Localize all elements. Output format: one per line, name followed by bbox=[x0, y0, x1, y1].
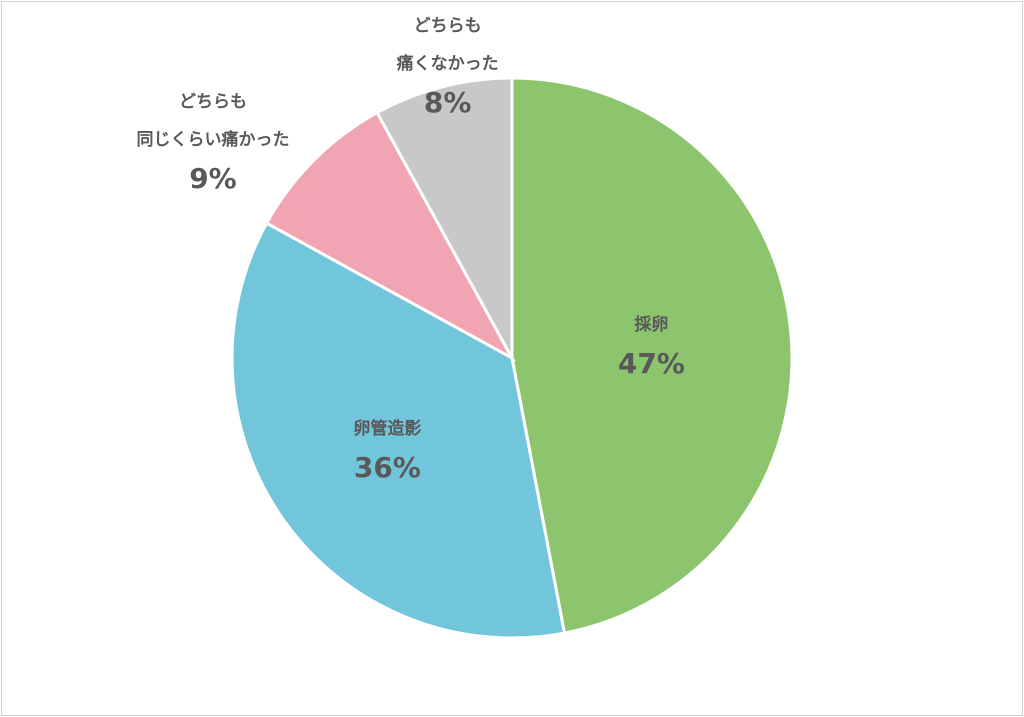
value-label: 9% bbox=[189, 161, 237, 195]
category-label: どちらも 同じくらい痛かった bbox=[136, 91, 290, 150]
category-label: 採卵 bbox=[634, 314, 669, 335]
slice-label: 卵管造影 36% bbox=[353, 410, 421, 488]
slice-label: どちらも 痛くなかった 8% bbox=[397, 7, 499, 123]
value-label: 36% bbox=[353, 450, 421, 484]
category-label: 卵管造影 bbox=[353, 418, 422, 439]
pie-slice bbox=[264, 110, 516, 362]
pie-slice bbox=[510, 76, 794, 635]
pie-slice bbox=[230, 221, 567, 640]
pie-slice bbox=[375, 76, 514, 359]
slice-label: どちらも 同じくらい痛かった 9% bbox=[136, 83, 289, 199]
value-label: 8% bbox=[423, 86, 472, 120]
category-label: どちらも 痛くなかった bbox=[396, 16, 499, 75]
value-label: 47% bbox=[617, 346, 685, 380]
slice-label: 採卵 47% bbox=[618, 306, 685, 384]
